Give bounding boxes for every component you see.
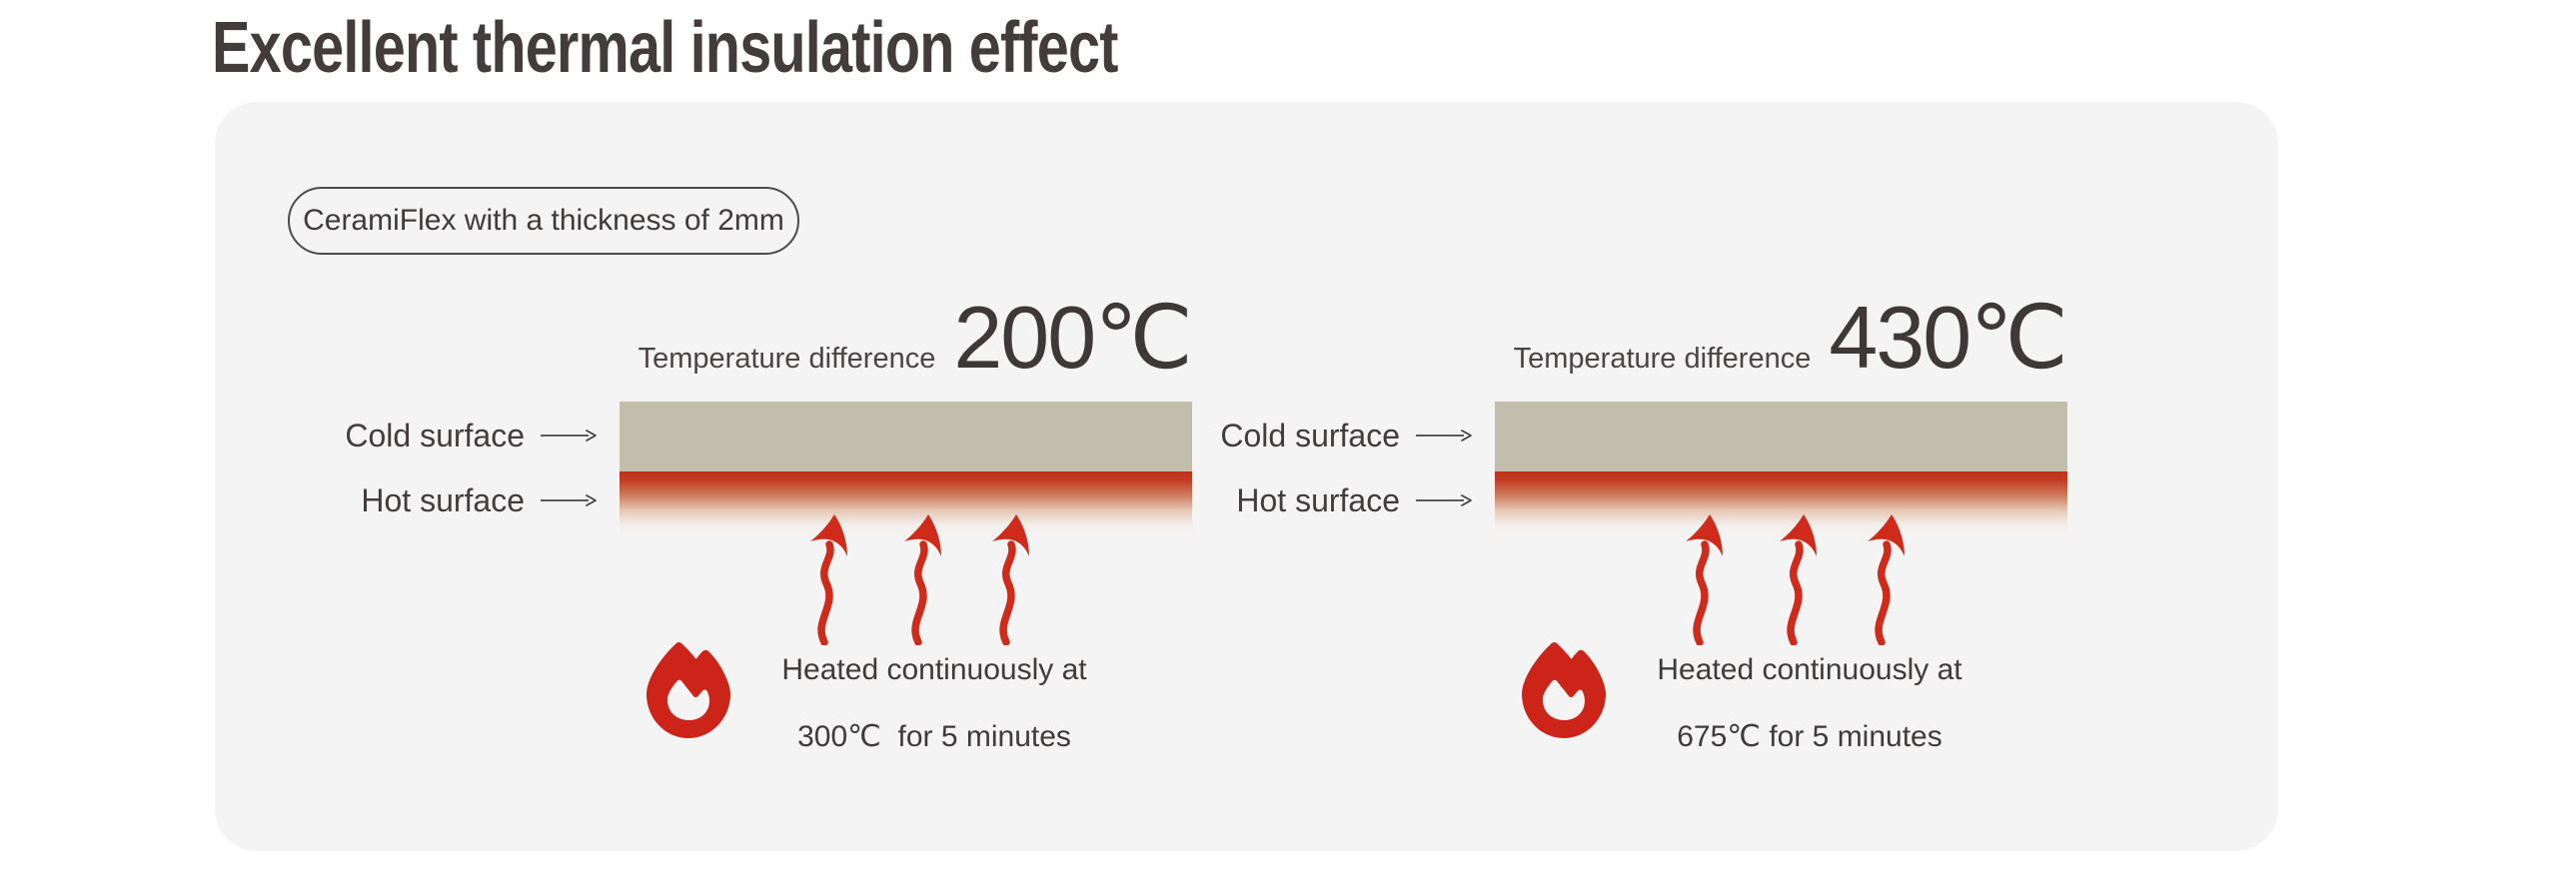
right-arrow-icon (541, 430, 597, 442)
cold-surface-label: Cold surface (1220, 417, 1400, 453)
cold-surface-label: Cold surface (345, 417, 525, 453)
right-arrow-icon (1416, 430, 1472, 442)
insulation-diagram-right: Temperature difference 430℃ Cold surface… (1175, 280, 2074, 799)
hot-surface-callout: Hot surface (361, 480, 598, 520)
insulation-diagram-left: Temperature difference 200℃ Cold surface… (300, 280, 1199, 799)
flame-icon (646, 641, 730, 738)
heat-wave-arrow-icon (1868, 514, 1905, 645)
temperature-difference: Temperature difference 430℃ (1513, 288, 2068, 387)
material-badge: CeramiFlex with a thickness of 2mm (288, 187, 799, 255)
hot-surface-layer (1495, 471, 2067, 537)
material-badge-label: CeramiFlex with a thickness of 2mm (303, 204, 784, 237)
heating-condition: Heated continuously at 675℃ for 5 minute… (1593, 653, 2026, 754)
temperature-difference: Temperature difference 200℃ (638, 288, 1193, 387)
heat-wave-arrow-icon (904, 514, 941, 645)
material-cross-section (1495, 402, 2067, 537)
heat-wave-arrow-icon (1780, 514, 1817, 645)
heating-condition-line2: 675℃ for 5 minutes (1677, 719, 1942, 753)
material-cross-section (620, 402, 1192, 537)
heating-condition-line1: Heated continuously at (1657, 653, 1962, 686)
heat-wave-arrow-icon (1686, 514, 1723, 645)
temperature-difference-value: 200℃ (953, 288, 1193, 387)
heating-condition-line1: Heated continuously at (781, 653, 1087, 686)
hot-surface-label: Hot surface (1236, 481, 1400, 518)
cold-surface-callout: Cold surface (345, 416, 598, 455)
heating-condition-line2: 300℃ for 5 minutes (797, 719, 1071, 753)
hot-surface-callout: Hot surface (1236, 480, 1473, 520)
page-title: Excellent thermal insulation effect (212, 8, 1118, 88)
hot-surface-label: Hot surface (361, 481, 525, 518)
temperature-difference-label: Temperature difference (638, 343, 936, 375)
cold-surface-layer (620, 402, 1192, 471)
right-arrow-icon (541, 494, 597, 506)
right-arrow-icon (1416, 494, 1472, 506)
temperature-difference-label: Temperature difference (1513, 343, 1812, 375)
heat-wave-arrow-icon (810, 514, 847, 645)
heating-condition: Heated continuously at 300℃ for 5 minute… (717, 653, 1151, 754)
flame-icon (1522, 641, 1606, 738)
temperature-difference-value: 430℃ (1829, 288, 2068, 387)
cold-surface-callout: Cold surface (1220, 416, 1473, 455)
cold-surface-layer (1495, 402, 2067, 471)
hot-surface-layer (620, 471, 1192, 537)
heat-wave-arrow-icon (992, 514, 1029, 645)
